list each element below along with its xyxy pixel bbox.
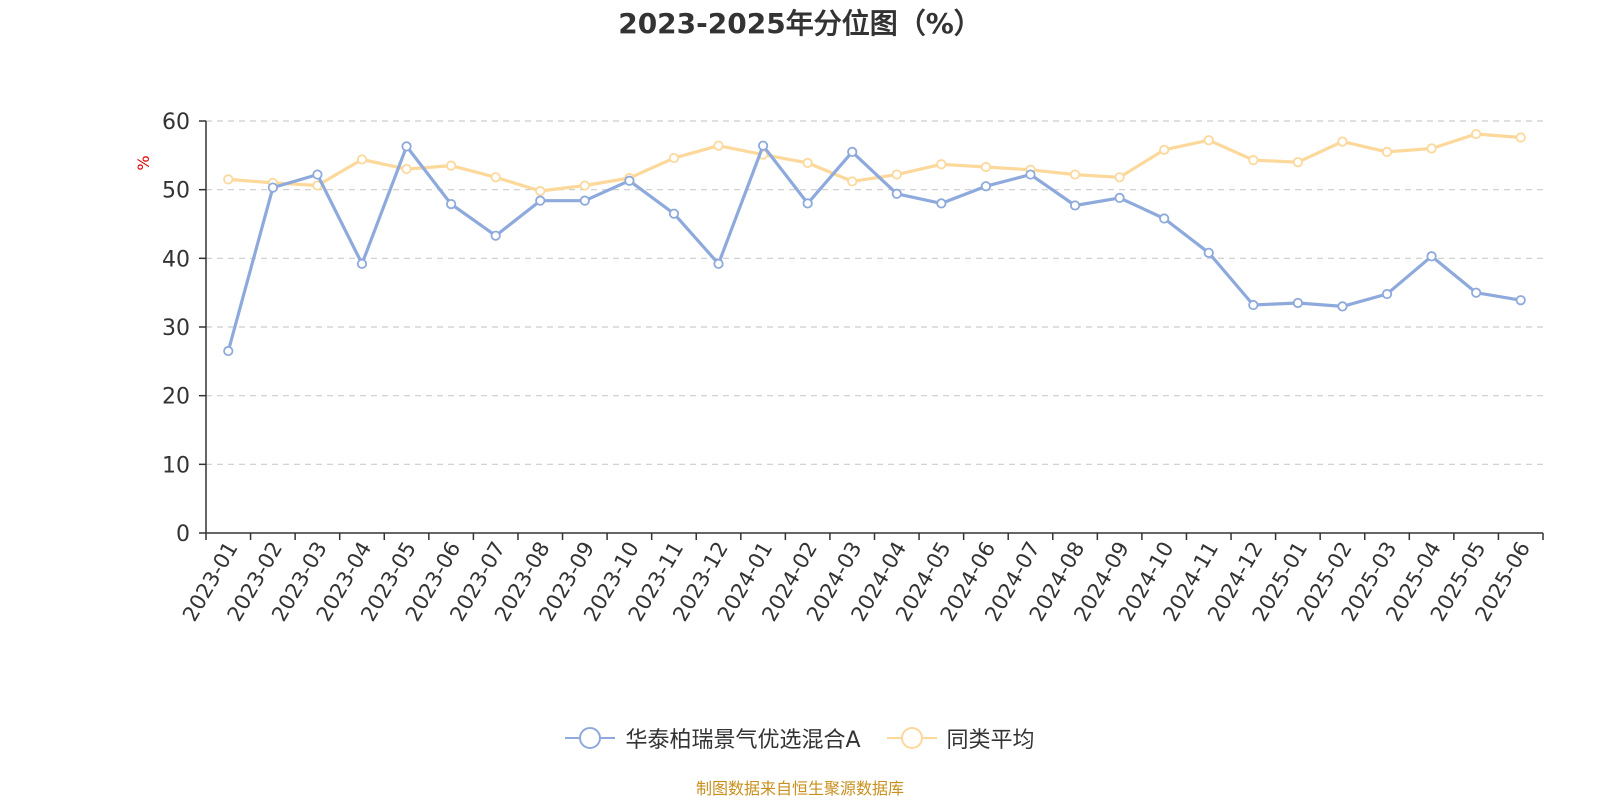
data-point-1-2024-11	[1203, 135, 1214, 146]
data-point-0-2023-06	[446, 198, 457, 210]
data-point-1-2023-11	[668, 152, 680, 164]
legend-item-average[interactable]: 同类平均	[886, 722, 1035, 754]
data-point-0-2024-04	[891, 188, 902, 199]
series-1	[223, 128, 1526, 197]
data-point-1-2024-03	[847, 176, 858, 187]
data-point-0-2023-09	[579, 195, 590, 206]
data-point-1-2025-02	[1337, 136, 1348, 147]
data-point-1-2024-02	[802, 157, 813, 168]
data-point-0-2023-10	[624, 175, 635, 186]
data-point-1-2023-07	[490, 172, 501, 183]
y-tick-label-50: 50	[162, 179, 190, 204]
source-note: 制图数据来自恒生聚源数据库	[695, 779, 904, 798]
series-0	[223, 140, 1526, 357]
data-point-0-2024-07	[1025, 169, 1036, 180]
grid-lines	[206, 120, 1543, 465]
data-point-1-2024-12	[1248, 155, 1259, 166]
data-point-0-2023-05	[401, 141, 412, 152]
data-point-0-2024-11	[1203, 247, 1214, 258]
data-point-1-2024-09	[1114, 172, 1125, 183]
data-point-0-2023-11	[668, 208, 680, 219]
data-point-0-2024-05	[936, 198, 947, 209]
y-tick-label-20: 20	[162, 385, 190, 410]
data-point-0-2024-10	[1159, 213, 1170, 224]
data-point-0-2023-08	[535, 195, 546, 206]
series-lines	[223, 128, 1526, 357]
y-tick-label-30: 30	[162, 316, 190, 341]
data-point-0-2025-02	[1337, 301, 1348, 312]
y-tick-label-0: 0	[176, 522, 190, 547]
data-point-0-2024-03	[847, 146, 858, 157]
data-point-1-2025-03	[1381, 146, 1393, 157]
data-point-1-2023-06	[446, 160, 457, 171]
data-point-0-2024-06	[980, 181, 992, 192]
legend-label-fund: 华泰柏瑞景气优选混合A	[625, 728, 861, 753]
data-point-0-2023-02	[267, 182, 278, 193]
data-point-1-2024-05	[936, 159, 947, 170]
legend-marker-fund	[565, 727, 616, 749]
data-point-0-2024-01	[757, 140, 769, 151]
legend-item-fund[interactable]: 华泰柏瑞景气优选混合A	[565, 722, 861, 754]
data-point-0-2023-04	[356, 258, 368, 269]
data-point-1-2025-04	[1426, 143, 1437, 154]
y-tick-label-10: 10	[162, 453, 190, 478]
data-point-0-2023-12	[713, 258, 724, 269]
legend-label-average: 同类平均	[946, 728, 1035, 753]
data-point-1-2025-05	[1471, 128, 1482, 140]
data-point-1-2023-12	[713, 140, 724, 151]
data-point-1-2023-04	[356, 154, 368, 165]
legend: 华泰柏瑞景气优选混合A 同类平均	[0, 722, 1600, 754]
data-point-0-2025-06	[1515, 295, 1526, 306]
data-point-1-2024-06	[980, 161, 992, 173]
series-line-0	[226, 144, 1521, 352]
data-point-1-2023-08	[535, 185, 546, 197]
data-point-1-2023-05	[401, 163, 412, 175]
data-point-0-2024-08	[1069, 200, 1081, 211]
data-point-1-2025-06	[1515, 132, 1526, 143]
y-axis-ticks: 0 10 20 30 40 50 60	[162, 110, 206, 547]
data-point-0-2023-01	[223, 345, 234, 357]
data-point-1-2023-09	[579, 180, 590, 191]
x-axis-ticks: 2023-012023-022023-032023-042023-052023-…	[178, 533, 1544, 625]
y-axis-label: %	[134, 155, 153, 170]
legend-marker-average	[886, 727, 937, 749]
data-point-0-2024-12	[1248, 299, 1259, 311]
data-point-0-2025-03	[1381, 288, 1393, 300]
y-tick-label-60: 60	[162, 110, 190, 135]
data-point-0-2023-07	[490, 230, 501, 241]
series-line-1	[228, 132, 1521, 193]
data-point-1-2024-10	[1159, 144, 1170, 155]
data-point-0-2023-03	[312, 169, 323, 180]
data-point-1-2025-01	[1292, 157, 1303, 168]
chart-title: 2023-2025年分位图（%）	[618, 7, 982, 40]
y-tick-label-40: 40	[162, 247, 190, 272]
data-point-1-2023-01	[223, 174, 234, 185]
data-point-0-2025-05	[1471, 287, 1482, 298]
data-point-0-2025-01	[1292, 297, 1303, 309]
data-point-0-2024-09	[1114, 192, 1125, 204]
data-point-0-2024-02	[802, 198, 813, 209]
data-point-0-2025-04	[1426, 251, 1437, 262]
data-point-1-2024-08	[1069, 169, 1081, 180]
data-point-1-2024-04	[891, 169, 902, 180]
